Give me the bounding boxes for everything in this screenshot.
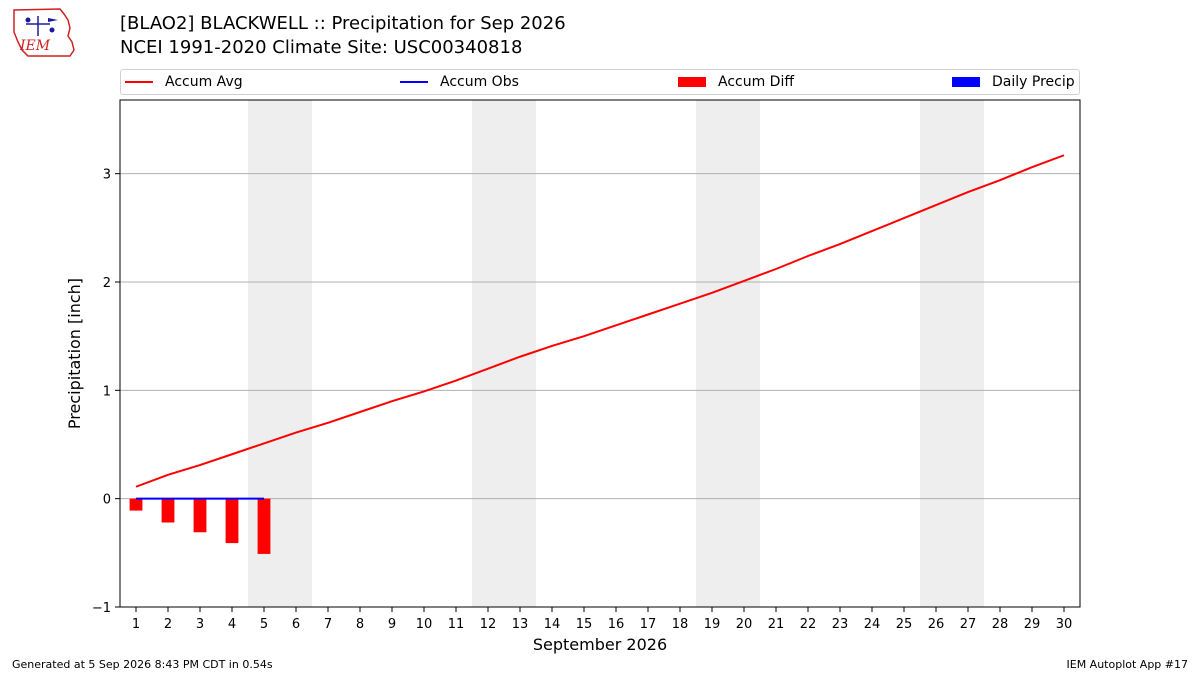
x-tick-label: 10 <box>416 617 433 632</box>
x-tick-label: 19 <box>704 617 721 632</box>
y-tick-label: −1 <box>92 601 111 616</box>
x-tick-label: 16 <box>608 617 625 632</box>
x-tick-label: 20 <box>736 617 753 632</box>
x-tick-label: 8 <box>356 617 364 632</box>
legend-label-accum-diff: Accum Diff <box>718 74 795 90</box>
legend-swatch-accum-diff <box>678 77 706 87</box>
accum-diff-bar <box>257 498 271 554</box>
x-tick-label: 6 <box>292 617 300 632</box>
footer-generated: Generated at 5 Sep 2026 8:43 PM CDT in 0… <box>12 658 273 671</box>
legend-swatch-accum-obs <box>400 81 428 83</box>
legend-label-daily-precip: Daily Precip <box>992 74 1075 90</box>
x-tick-label: 26 <box>928 617 945 632</box>
x-tick-label: 21 <box>768 617 785 632</box>
legend-label-accum-obs: Accum Obs <box>440 74 519 90</box>
y-tick-label: 3 <box>103 168 111 183</box>
x-tick-label: 17 <box>640 617 657 632</box>
x-tick-label: 13 <box>512 617 529 632</box>
x-tick-label: 3 <box>196 617 204 632</box>
accum-avg-line <box>135 154 1065 488</box>
plot-frame <box>119 99 1081 608</box>
footer-app: IEM Autoplot App #17 <box>1066 658 1189 671</box>
x-tick-label: 12 <box>480 617 497 632</box>
x-axis-label: September 2026 <box>533 635 667 654</box>
x-tick-label: 30 <box>1056 617 1073 632</box>
legend-item-accum-avg: Accum Avg <box>125 70 243 94</box>
x-tick-label: 15 <box>576 617 593 632</box>
x-tick-label: 2 <box>164 617 172 632</box>
weather-instrument-icon <box>25 16 58 36</box>
weekend-band-2 <box>696 100 760 607</box>
y-tick-label: 0 <box>103 493 111 508</box>
x-tick-label: 11 <box>448 617 465 632</box>
x-tick-label: 25 <box>896 617 913 632</box>
x-tick-label: 28 <box>992 617 1009 632</box>
x-tick-label: 7 <box>324 617 332 632</box>
x-tick-label: 1 <box>132 617 140 632</box>
legend: Accum Avg Accum Obs Accum Diff Daily Pre… <box>120 69 1080 95</box>
x-tick-label: 23 <box>832 617 849 632</box>
x-tick-label: 27 <box>960 617 977 632</box>
weekend-band-1 <box>472 100 536 607</box>
logo-text: IEM <box>19 38 51 54</box>
x-tick-label: 9 <box>388 617 396 632</box>
legend-item-accum-obs: Accum Obs <box>400 70 519 94</box>
y-axis-ticks: −1 0 1 2 3 <box>92 168 120 616</box>
y-tick-label: 1 <box>103 384 111 399</box>
x-tick-label: 4 <box>228 617 236 632</box>
accum-diff-bar <box>225 498 239 544</box>
legend-item-accum-diff: Accum Diff <box>678 70 794 94</box>
weekend-band-3 <box>920 100 984 607</box>
accum-diff-bar <box>129 498 143 511</box>
y-axis-label: Precipitation [inch] <box>65 278 84 429</box>
legend-swatch-accum-avg <box>125 81 153 83</box>
chart-title: [BLAO2] BLACKWELL :: Precipitation for S… <box>120 13 566 34</box>
accum-diff-bar <box>193 498 207 533</box>
lines <box>135 154 1065 500</box>
x-tick-label: 14 <box>544 617 561 632</box>
bars <box>129 498 271 554</box>
y-tick-label: 2 <box>103 276 111 291</box>
x-axis-ticks: 1 2 3 4 5 6 7 8 9 10 11 12 13 14 15 16 17 18 19 20 21 22 23 24 2… <box>132 607 1072 632</box>
legend-item-daily-precip: Daily Precip <box>952 70 1075 94</box>
iem-logo: IEM <box>13 8 75 57</box>
accum-diff-bar <box>161 498 175 523</box>
x-tick-label: 5 <box>260 617 268 632</box>
x-tick-label: 22 <box>800 617 817 632</box>
chart-subtitle: NCEI 1991-2020 Climate Site: USC00340818 <box>120 37 523 58</box>
x-tick-label: 18 <box>672 617 689 632</box>
x-tick-label: 24 <box>864 617 881 632</box>
legend-swatch-daily-precip <box>952 77 980 87</box>
x-tick-label: 29 <box>1024 617 1041 632</box>
weekend-shading <box>248 100 984 607</box>
legend-label-accum-avg: Accum Avg <box>165 74 243 90</box>
